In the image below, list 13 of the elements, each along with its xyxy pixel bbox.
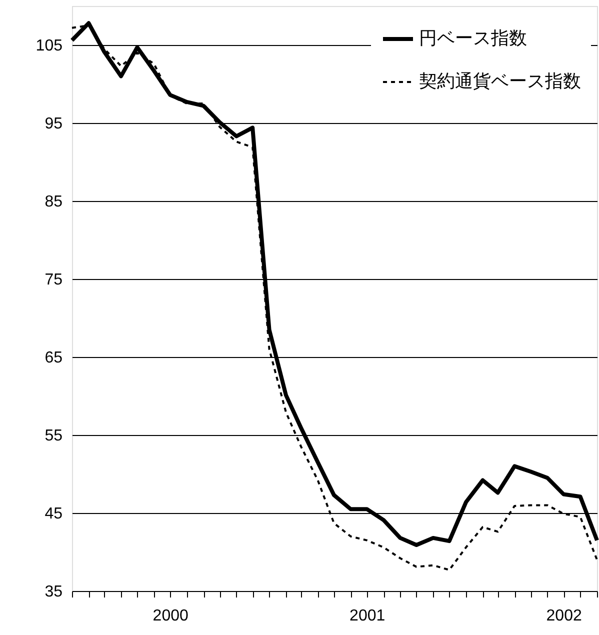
legend-label: 円ベース指数 bbox=[419, 28, 527, 48]
y-tick-label: 45 bbox=[44, 506, 63, 522]
y-tick-label: 75 bbox=[44, 272, 63, 288]
x-tick-label: 2000 bbox=[152, 608, 188, 624]
x-tick-label: 2001 bbox=[350, 608, 386, 624]
legend-label: 契約通貨ベース指数 bbox=[419, 71, 581, 91]
y-tick-label: 95 bbox=[44, 116, 63, 132]
y-tick-label: 85 bbox=[44, 194, 63, 210]
y-tick-label: 55 bbox=[44, 428, 63, 444]
x-tick-label: 2002 bbox=[546, 608, 582, 624]
y-tick-label: 35 bbox=[44, 584, 63, 600]
y-tick-label: 65 bbox=[44, 350, 63, 366]
y-tick-label: 105 bbox=[36, 38, 63, 54]
